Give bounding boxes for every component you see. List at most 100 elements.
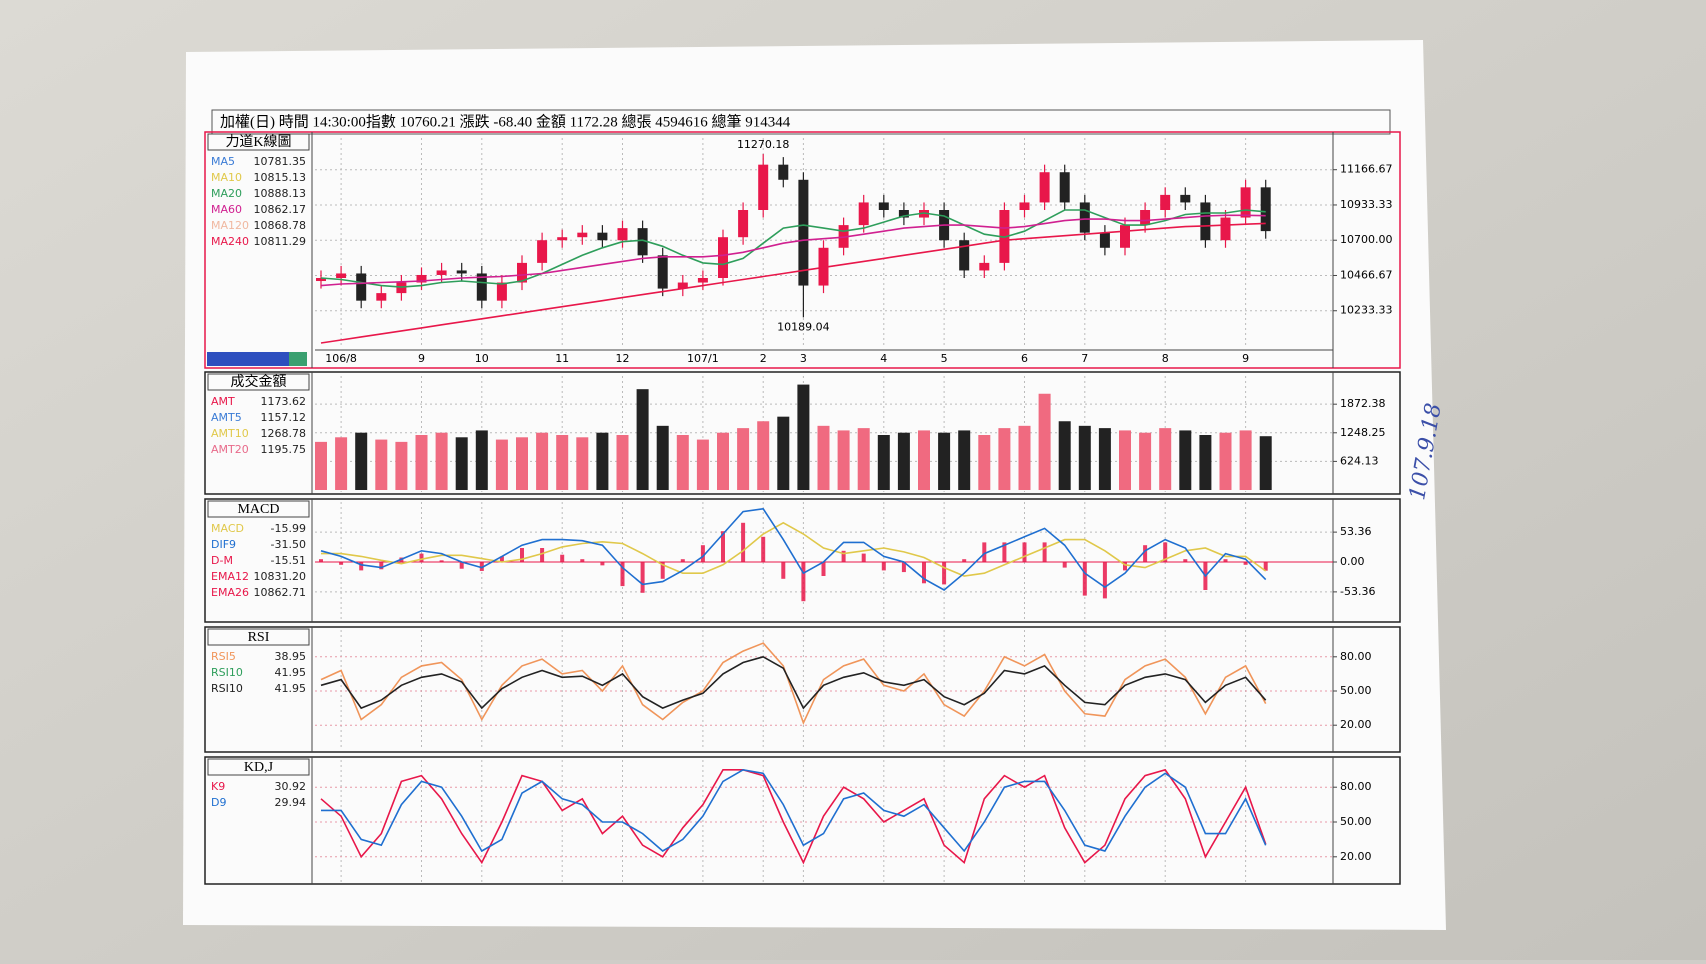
volume-bar bbox=[676, 435, 689, 490]
y-tick-label: 10700.00 bbox=[1340, 233, 1393, 246]
volume-bar bbox=[958, 430, 971, 490]
y-tick-label: 80.00 bbox=[1340, 780, 1372, 793]
candle-body bbox=[657, 255, 668, 289]
x-tick-label: 12 bbox=[616, 352, 630, 365]
candle-body bbox=[336, 273, 347, 278]
low-annotation: 10189.04 bbox=[777, 320, 830, 333]
osc-bar bbox=[922, 562, 926, 584]
osc-bar bbox=[1042, 542, 1047, 562]
x-tick-label: 11 bbox=[555, 352, 569, 365]
osc-bar bbox=[1183, 559, 1188, 562]
legend-name: MA5 bbox=[211, 155, 235, 168]
y-tick-label: 0.00 bbox=[1340, 555, 1365, 568]
osc-bar bbox=[881, 562, 886, 571]
panel-title: RSI bbox=[248, 630, 270, 645]
volume-bar bbox=[717, 432, 729, 490]
x-tick-label: 9 bbox=[418, 352, 425, 365]
series-line bbox=[320, 214, 1266, 287]
candle-body bbox=[677, 282, 688, 289]
x-tick-label: 3 bbox=[800, 352, 807, 365]
osc-bar bbox=[982, 542, 987, 562]
volume-bar bbox=[455, 437, 468, 490]
osc-bar bbox=[1022, 542, 1027, 562]
candle-body bbox=[1220, 217, 1231, 241]
candle-body bbox=[798, 179, 809, 286]
header: 加權(日) 時間 14:30:00指數 10760.21 漲跌 -68.40 金… bbox=[220, 112, 791, 130]
legend-name: MA20 bbox=[211, 187, 242, 200]
legend-name: MACD bbox=[211, 522, 244, 535]
panel-frame bbox=[204, 626, 1401, 753]
volume-bar bbox=[817, 425, 830, 490]
candle-body bbox=[718, 237, 728, 278]
candle-body bbox=[537, 240, 548, 263]
volume-bar bbox=[315, 441, 327, 490]
legend-name: MA10 bbox=[211, 171, 242, 184]
volume-bar bbox=[475, 430, 488, 490]
legend-value: 41.95 bbox=[275, 682, 307, 695]
legend-value: 30.92 bbox=[275, 780, 307, 793]
y-tick-label: 50.00 bbox=[1340, 684, 1372, 697]
legend-name: EMA26 bbox=[211, 586, 249, 599]
osc-bar bbox=[1143, 545, 1148, 562]
volume-bar bbox=[877, 435, 890, 490]
legend-name: EMA12 bbox=[211, 570, 249, 583]
title-box bbox=[207, 133, 310, 151]
paper bbox=[183, 40, 1446, 930]
volume-bar bbox=[1078, 425, 1091, 490]
series-line bbox=[321, 521, 1267, 577]
legend-value: 1173.62 bbox=[261, 395, 307, 408]
volume-bar bbox=[1259, 436, 1272, 490]
osc-bar bbox=[439, 560, 444, 562]
volume-bar bbox=[636, 389, 649, 490]
panel-title: 力道K線圖 bbox=[225, 134, 291, 150]
volume-bar bbox=[777, 416, 790, 490]
osc-bar bbox=[359, 562, 364, 571]
charts: 力道K線圖11166.6710933.3310700.0010466.67102… bbox=[204, 131, 1401, 885]
osc-bar bbox=[419, 553, 424, 562]
osc-bar bbox=[660, 562, 665, 579]
candle-body bbox=[1120, 225, 1130, 248]
candle-body bbox=[1260, 187, 1271, 232]
legend-value: -15.99 bbox=[271, 522, 306, 535]
osc-bar bbox=[781, 562, 786, 579]
volume-bar bbox=[737, 428, 750, 490]
candle-body bbox=[1240, 187, 1251, 218]
candle-body bbox=[1099, 232, 1110, 248]
y-tick-label: -53.36 bbox=[1340, 585, 1375, 598]
osc-bar bbox=[761, 536, 766, 562]
volume-bar bbox=[1098, 428, 1111, 490]
osc-bar bbox=[1123, 562, 1127, 571]
panel-title: MACD bbox=[237, 502, 279, 517]
osc-bar bbox=[700, 545, 705, 562]
osc-bar bbox=[942, 562, 947, 585]
legend-value: 10815.13 bbox=[254, 171, 307, 184]
osc-bar bbox=[1163, 542, 1168, 562]
panel-frame bbox=[204, 756, 1401, 885]
y-tick-label: 10466.67 bbox=[1340, 268, 1393, 281]
osc-bar bbox=[861, 553, 866, 562]
candle-body bbox=[496, 282, 507, 301]
title-box bbox=[207, 373, 310, 391]
volume-bar bbox=[596, 432, 609, 490]
legend-name: AMT5 bbox=[211, 411, 242, 424]
legend-name: RSI5 bbox=[211, 650, 236, 663]
volume-bar bbox=[757, 421, 770, 490]
legend-value: 10811.29 bbox=[254, 235, 307, 248]
candle-body bbox=[476, 273, 487, 301]
osc-bar bbox=[721, 531, 725, 562]
osc-bar bbox=[1002, 542, 1007, 562]
y-tick-label: 10933.33 bbox=[1340, 198, 1393, 211]
legend-value: 1195.75 bbox=[261, 443, 307, 456]
candle-body bbox=[1160, 194, 1171, 210]
legend-value: 1157.12 bbox=[261, 411, 307, 424]
candle-body bbox=[637, 228, 648, 256]
volume-bar bbox=[556, 435, 569, 490]
osc-bar bbox=[600, 562, 605, 566]
volume-bar bbox=[857, 428, 870, 490]
osc-bar bbox=[801, 562, 806, 602]
legend-name: RSI10 bbox=[211, 682, 243, 695]
candle-body bbox=[1039, 172, 1050, 203]
panel-frame bbox=[204, 498, 1401, 623]
